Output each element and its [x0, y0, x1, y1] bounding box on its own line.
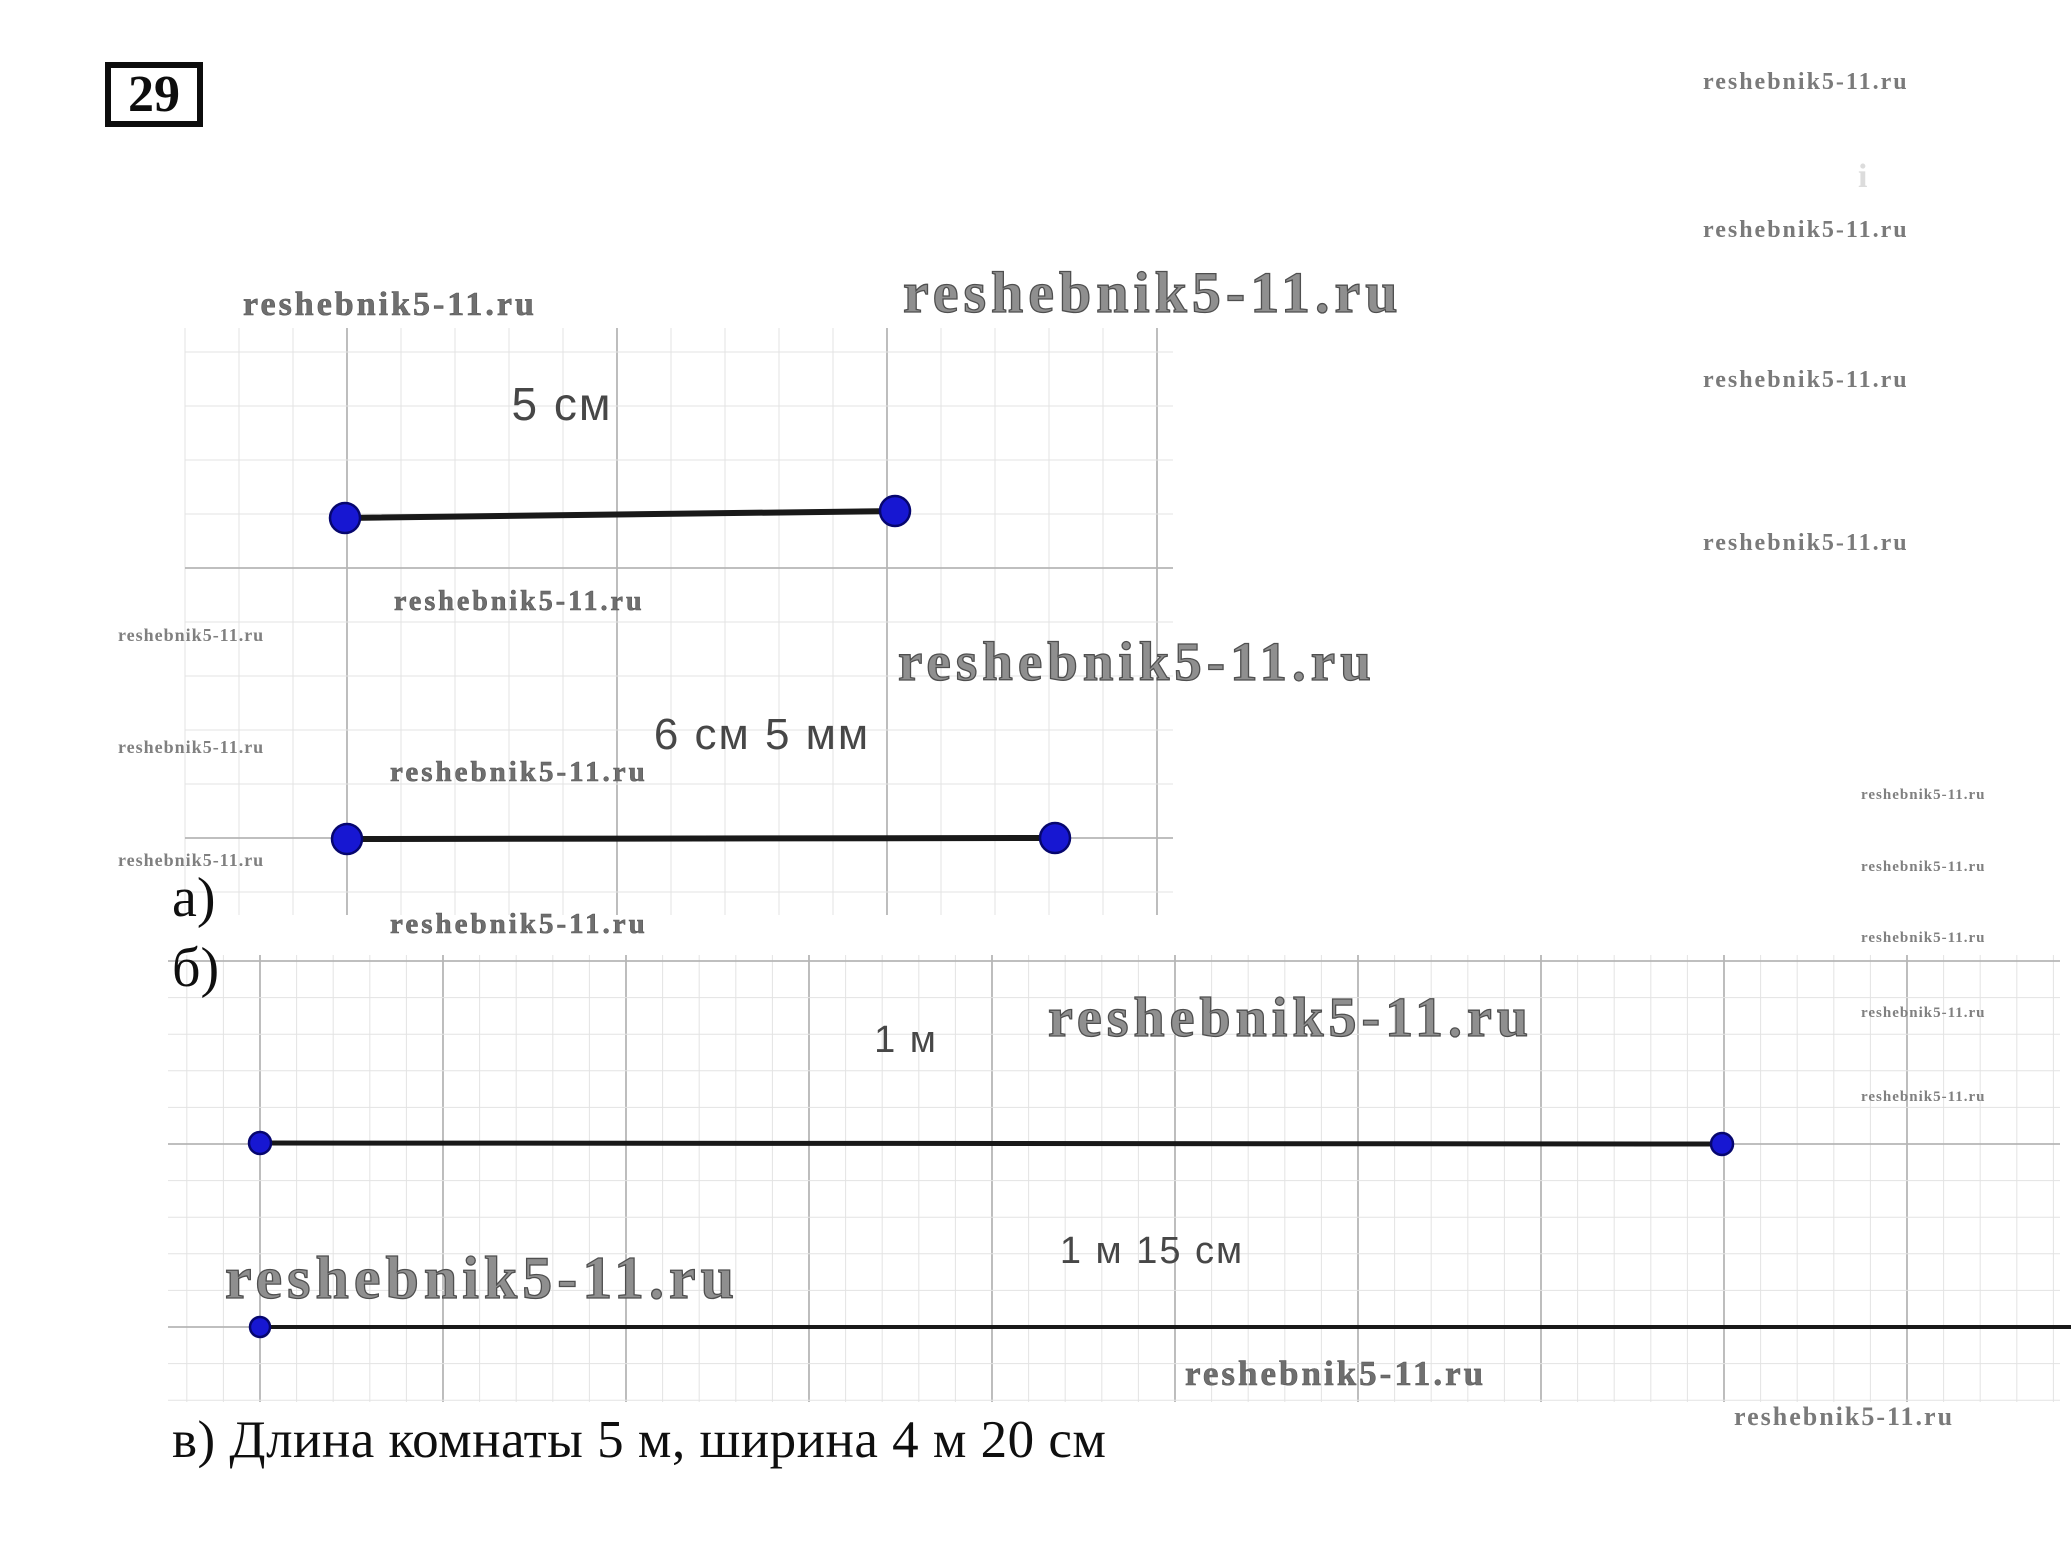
segment-5cm-start-dot	[328, 501, 362, 535]
grid-lower	[168, 955, 2060, 1402]
segment-5cm	[328, 494, 912, 535]
segment-6cm5mm-end-dot	[1038, 821, 1072, 855]
segment-6cm5mm	[330, 821, 1072, 856]
segment-1m	[247, 1130, 1735, 1157]
segment-1m-end-dot	[1709, 1131, 1735, 1157]
segment-1m15cm	[248, 1315, 2071, 1339]
segment-5cm-end-dot	[878, 494, 912, 528]
grid-upper	[184, 328, 1173, 915]
segment-6cm5mm-start-dot	[330, 822, 364, 856]
segment-1m15cm-start-dot	[248, 1315, 272, 1339]
segment-1m-start-dot	[247, 1130, 273, 1156]
